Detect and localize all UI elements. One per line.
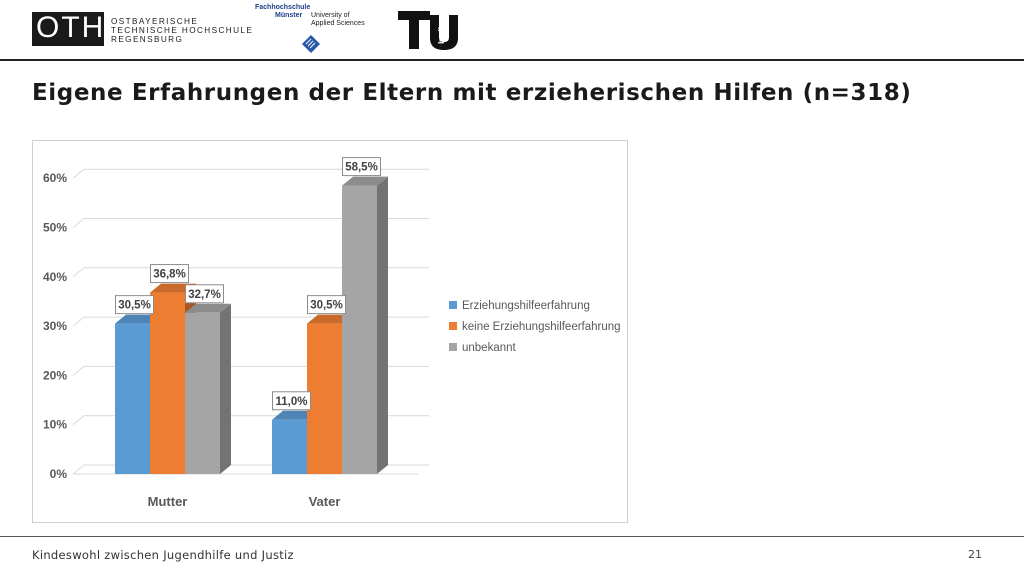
data-label-box bbox=[272, 391, 311, 411]
y-tick-label: 50% bbox=[43, 221, 67, 235]
legend-swatch bbox=[449, 301, 457, 309]
bar-side bbox=[220, 303, 231, 474]
legend-swatch bbox=[449, 343, 457, 351]
fh-muenster-logo: Fachhochschule Münster University of App… bbox=[255, 4, 375, 56]
bar bbox=[342, 176, 388, 474]
y-tick-label: 10% bbox=[43, 418, 67, 432]
tu-berlin-logo: berlin bbox=[398, 11, 458, 50]
fh-subtitle-line: University of bbox=[311, 12, 350, 19]
legend-label: Erziehungshilfeerfahrung bbox=[462, 300, 590, 312]
gridline bbox=[72, 267, 429, 278]
data-label: 30,5% bbox=[307, 295, 346, 315]
bar-top bbox=[307, 314, 353, 324]
oth-institution-name: OSTBAYERISCHE TECHNISCHE HOCHSCHULE REGE… bbox=[111, 17, 253, 44]
oth-logo: OTH bbox=[32, 11, 106, 46]
data-label-text: 30,5% bbox=[118, 300, 151, 312]
bar-side bbox=[377, 176, 388, 474]
bar-front bbox=[185, 312, 220, 474]
x-category-label: Mutter bbox=[148, 494, 188, 509]
bar-top bbox=[272, 410, 318, 420]
data-label-box bbox=[342, 157, 381, 177]
data-label: 32,7% bbox=[185, 284, 224, 304]
bar-front bbox=[342, 185, 377, 474]
bar-front bbox=[150, 292, 185, 474]
footer-text: Kindeswohl zwischen Jugendhilfe und Just… bbox=[32, 548, 294, 562]
data-label-box bbox=[115, 295, 154, 315]
data-label: 30,5% bbox=[115, 295, 154, 315]
fh-subtitle-line: Applied Sciences bbox=[311, 20, 365, 27]
gridline bbox=[72, 316, 429, 327]
header-divider bbox=[0, 59, 1024, 61]
data-label-box bbox=[185, 284, 224, 304]
bar-front bbox=[115, 323, 150, 474]
data-label-text: 36,8% bbox=[153, 269, 186, 281]
chart-container: 0% 10% 20% 30% 40% 50% 60% Mutter Vater 30,5% 36,8… bbox=[32, 140, 628, 523]
tu-logo-text: berlin bbox=[437, 22, 446, 44]
data-label-text: 58,5% bbox=[345, 162, 378, 174]
fh-name-line: Münster bbox=[275, 12, 303, 19]
fh-emblem-icon bbox=[302, 35, 320, 53]
page-title: Eigene Erfahrungen der Eltern mit erzieh… bbox=[32, 80, 912, 106]
oth-logo-text: OTH bbox=[36, 11, 106, 44]
data-label-text: 32,7% bbox=[188, 289, 221, 301]
bar bbox=[185, 303, 231, 474]
x-category-label: Vater bbox=[309, 494, 341, 509]
oth-name-line: REGENSBURG bbox=[111, 35, 184, 44]
oth-name-line: TECHNISCHE HOCHSCHULE bbox=[111, 26, 254, 35]
y-tick-label: 60% bbox=[43, 171, 67, 185]
data-label: 36,8% bbox=[150, 264, 189, 284]
bar-top bbox=[115, 314, 161, 324]
legend-swatch bbox=[449, 322, 457, 330]
data-label: 58,5% bbox=[342, 157, 381, 177]
bar-top bbox=[342, 176, 388, 186]
data-labels: 30,5% 36,8%32,7% 11,0% 30,5% 58,5% bbox=[115, 157, 381, 411]
data-label-text: 11,0% bbox=[276, 396, 308, 408]
y-tick-label: 30% bbox=[43, 319, 67, 333]
legend-label: keine Erziehungshilfeerfahrung bbox=[462, 321, 621, 333]
bar-front bbox=[272, 419, 307, 474]
oth-name-line: OSTBAYERISCHE bbox=[111, 17, 199, 26]
legend-label: unbekannt bbox=[462, 342, 517, 354]
footer-divider bbox=[0, 536, 1024, 537]
y-tick-label: 40% bbox=[43, 270, 67, 284]
data-label-box bbox=[307, 295, 346, 315]
data-label: 11,0% bbox=[272, 391, 311, 411]
fh-name-line: Fachhochschule bbox=[255, 4, 311, 11]
data-label-box bbox=[150, 264, 189, 284]
fh-subtitle: University of Applied Sciences bbox=[311, 12, 365, 28]
bar-top bbox=[150, 283, 196, 293]
y-tick-label: 20% bbox=[43, 368, 67, 382]
gridline bbox=[72, 218, 429, 228]
page-number: 21 bbox=[968, 548, 982, 561]
gridline bbox=[72, 168, 429, 179]
y-tick-label: 0% bbox=[50, 467, 68, 481]
legend: Erziehungshilfeerfahrung keine Erziehungs… bbox=[449, 300, 621, 354]
data-label-text: 30,5% bbox=[310, 300, 343, 312]
bar-chart: 0% 10% 20% 30% 40% 50% 60% Mutter Vater 30,5% 36,8… bbox=[43, 157, 621, 509]
bar-top bbox=[185, 303, 231, 313]
gridlines bbox=[72, 168, 429, 475]
bar-front bbox=[307, 323, 342, 474]
